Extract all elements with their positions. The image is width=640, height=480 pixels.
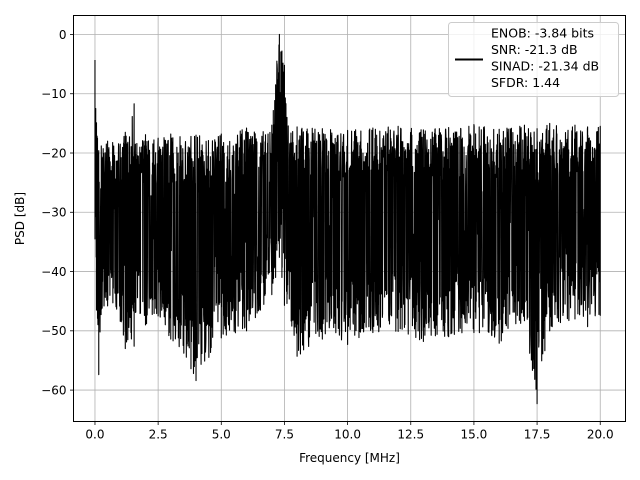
- psd-trace: [94, 33, 601, 405]
- x-tick-label: 10.0: [334, 428, 361, 442]
- axis-ticks: 0.0 2.5 5.0 7.5 10.0 12.5 15.0 17.5 20.0 0 −10 −20 −…: [41, 28, 613, 442]
- legend-entry-sinad: SINAD: -21.34 dB: [491, 59, 599, 74]
- x-axis-label: Frequency [MHz]: [299, 451, 400, 465]
- legend-entry-sfdr: SFDR: 1.44: [491, 75, 560, 90]
- x-tick-label: 12.5: [397, 428, 424, 442]
- x-tick-label: 17.5: [524, 428, 551, 442]
- y-tick-label: −60: [41, 383, 66, 397]
- y-tick-label: 0: [59, 28, 67, 42]
- x-tick-label: 5.0: [212, 428, 231, 442]
- y-tick-label: −20: [41, 146, 66, 160]
- x-tick-label: 20.0: [587, 428, 614, 442]
- y-tick-label: −50: [41, 324, 66, 338]
- legend-box: [448, 22, 619, 97]
- legend-entry-snr: SNR: -21.3 dB: [491, 42, 578, 57]
- x-tick-label: 0.0: [85, 428, 104, 442]
- y-tick-label: −30: [41, 206, 66, 220]
- x-tick-label: 15.0: [461, 428, 488, 442]
- legend: ENOB: -3.84 bits SNR: -21.3 dB SINAD: -2…: [448, 22, 619, 97]
- psd-series-line: [94, 33, 601, 405]
- x-tick-label: 2.5: [149, 428, 168, 442]
- legend-entry-enob: ENOB: -3.84 bits: [491, 26, 594, 41]
- plot-frame: [73, 15, 626, 422]
- y-tick-label: −40: [41, 265, 66, 279]
- x-tick-label: 7.5: [275, 428, 294, 442]
- y-axis-label: PSD [dB]: [13, 192, 27, 245]
- y-tick-label: −10: [41, 87, 66, 101]
